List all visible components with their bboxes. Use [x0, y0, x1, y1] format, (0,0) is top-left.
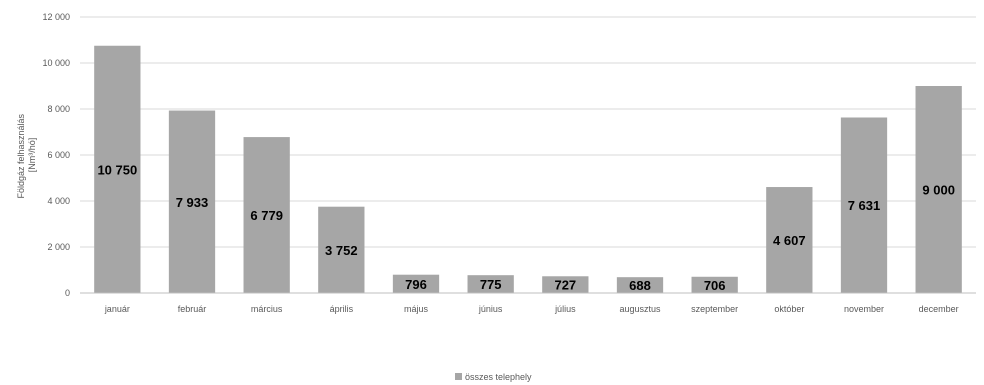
data-label: 727	[554, 278, 576, 293]
data-label: 706	[704, 278, 726, 293]
y-tick-label: 6 000	[47, 150, 70, 160]
data-label: 7 631	[848, 198, 881, 213]
data-label: 775	[480, 277, 502, 292]
x-tick-label: szeptember	[691, 304, 738, 314]
y-axis-ticks: 0 2 000 4 000 6 000 8 000 10 000 12 000	[42, 12, 70, 298]
x-tick-label: január	[104, 304, 130, 314]
bar-március	[243, 137, 290, 293]
x-tick-label: július	[554, 304, 576, 314]
data-label: 6 779	[250, 208, 283, 223]
bar-február	[168, 110, 216, 293]
data-label: 688	[629, 278, 651, 293]
y-tick-label: 8 000	[47, 104, 70, 114]
x-axis-ticks: január február március április május június jú…	[104, 304, 959, 314]
x-tick-label: október	[774, 304, 804, 314]
data-label: 9 000	[922, 183, 955, 198]
legend-label: összes telephely	[465, 372, 532, 382]
y-tick-label: 10 000	[42, 58, 70, 68]
y-tick-label: 12 000	[42, 12, 70, 22]
bar-december	[915, 86, 962, 293]
bar-január	[94, 45, 141, 293]
legend-swatch	[455, 373, 462, 380]
y-tick-label: 0	[65, 288, 70, 298]
data-label: 7 933	[176, 195, 209, 210]
y-axis-label-line1: Földgáz felhasználás	[16, 113, 26, 198]
y-axis-label: Földgáz felhasználás [Nm³/hó]	[16, 111, 37, 198]
data-labels: 10 750 7 933 6 779 3 752 796 775 727 688 706 4 60…	[97, 162, 954, 293]
x-tick-label: március	[251, 304, 283, 314]
bar-augusztus	[616, 277, 664, 293]
y-tick-label: 2 000	[47, 242, 70, 252]
bar-május	[392, 274, 440, 293]
bar-április	[318, 206, 365, 293]
gridlines	[80, 16, 976, 248]
bar-október	[766, 187, 813, 293]
bar-szeptember	[691, 276, 738, 293]
bar-június	[467, 275, 514, 293]
bar-november	[840, 117, 888, 293]
x-tick-label: június	[478, 304, 503, 314]
y-tick-label: 4 000	[47, 196, 70, 206]
x-tick-label: április	[330, 304, 354, 314]
y-axis-label-line2: [Nm³/hó]	[27, 138, 37, 173]
data-label: 4 607	[773, 233, 806, 248]
bar-július	[542, 276, 589, 293]
x-tick-label: augusztus	[619, 304, 661, 314]
data-label: 10 750	[97, 162, 137, 177]
data-label: 796	[405, 277, 427, 292]
legend: összes telephely	[455, 372, 532, 382]
x-tick-label: május	[404, 304, 429, 314]
bars	[94, 45, 962, 293]
x-tick-label: február	[178, 304, 207, 314]
data-label: 3 752	[325, 243, 358, 258]
x-tick-label: december	[919, 304, 959, 314]
x-tick-label: november	[844, 304, 884, 314]
